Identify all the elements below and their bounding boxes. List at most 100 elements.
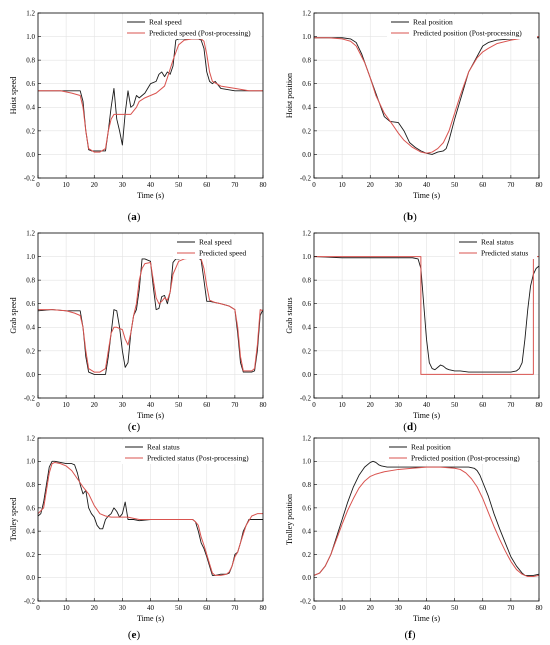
y-tick-label: -0.2 <box>300 394 312 402</box>
x-tick-label: 80 <box>260 604 268 612</box>
y-tick-label: 0.0 <box>26 574 35 582</box>
y-axis-label: Hoist position <box>285 73 294 118</box>
legend-label-predicted: Predicted speed <box>199 249 247 258</box>
x-tick-label: 60 <box>479 604 487 612</box>
x-tick-label: 30 <box>119 604 127 612</box>
x-tick-label: 40 <box>423 604 431 612</box>
y-tick-label: 0.4 <box>26 324 35 332</box>
x-tick-label: 20 <box>367 604 375 612</box>
y-tick-label: -0.2 <box>300 597 312 605</box>
x-tick-label: 0 <box>312 604 316 612</box>
panel-caption: (d) <box>403 421 417 433</box>
y-tick-label: 0.2 <box>302 347 311 355</box>
y-tick-label: 0.0 <box>26 151 35 159</box>
y-tick-label: 0.6 <box>26 80 35 88</box>
y-tick-label: 0.4 <box>302 324 311 332</box>
y-tick-label: 1.2 <box>26 434 35 442</box>
y-tick-label: 1.2 <box>26 9 35 17</box>
x-tick-label: 10 <box>63 604 71 612</box>
panel-caption: (f) <box>404 629 415 641</box>
y-axis-label: Grab status <box>285 297 294 333</box>
x-tick-label: 40 <box>147 604 155 612</box>
x-tick-label: 70 <box>507 604 515 612</box>
x-tick-label: 60 <box>479 181 487 189</box>
series-line-predicted <box>37 461 263 576</box>
legend-label-real: Real speed <box>149 18 182 27</box>
x-tick-label: 70 <box>507 401 515 409</box>
y-tick-label: 0.4 <box>26 528 35 536</box>
x-tick-label: 70 <box>231 604 239 612</box>
y-tick-label: -0.2 <box>24 597 36 605</box>
y-tick-label: 1.2 <box>26 229 35 237</box>
y-tick-label: 0.4 <box>26 104 35 112</box>
legend-label-predicted: Predicted position (Post-processing) <box>411 454 520 463</box>
y-tick-label: -0.2 <box>300 174 312 182</box>
legend-label-predicted: Predicted position (Post-processing) <box>413 29 522 38</box>
y-axis-label: Hoist speed <box>9 77 18 115</box>
series-line-predicted <box>38 257 264 373</box>
x-axis-label: Time (s) <box>413 614 440 623</box>
legend-label-predicted: Predicted status (Post-processing) <box>147 454 249 463</box>
y-tick-label: 1.0 <box>26 33 35 41</box>
x-tick-label: 80 <box>536 181 544 189</box>
y-tick-label: 0.6 <box>302 504 311 512</box>
y-tick-label: 1.2 <box>302 229 311 237</box>
y-tick-label: 1.0 <box>26 458 35 466</box>
x-tick-label: 10 <box>339 401 347 409</box>
x-tick-label: 30 <box>119 401 127 409</box>
x-axis-label: Time (s) <box>137 411 164 420</box>
y-tick-label: 1.2 <box>302 9 311 17</box>
series-line-real <box>314 37 539 155</box>
x-tick-label: 50 <box>451 401 459 409</box>
series-line-predicted <box>314 36 540 154</box>
panel-caption: (a) <box>128 211 141 223</box>
legend-box <box>387 15 537 39</box>
y-tick-label: 1.0 <box>302 33 311 41</box>
y-tick-label: 0.8 <box>302 277 311 285</box>
x-tick-label: 0 <box>312 181 316 189</box>
chart-panel-1: 0 10 20 30 40 50 60 70 80 -0.2 0.0 0.2 0.4 0.6 0.8 1.0 1… <box>9 9 267 223</box>
x-tick-label: 0 <box>36 181 40 189</box>
panel-caption: (e) <box>128 629 141 641</box>
y-tick-label: 0.2 <box>302 127 311 135</box>
chart-panel-5: 0 10 20 30 40 50 60 70 80 -0.2 0.0 0.2 0.4 0.6 0.8 1.0 1… <box>9 434 267 641</box>
y-tick-label: -0.2 <box>24 394 36 402</box>
legend-label-real: Real status <box>481 238 514 247</box>
legend-label-real: Real speed <box>199 238 232 247</box>
legend-label-predicted: Predicted speed (Post-processing) <box>149 29 251 38</box>
y-tick-label: 1.0 <box>302 253 311 261</box>
x-tick-label: 80 <box>260 401 268 409</box>
x-tick-label: 50 <box>451 604 459 612</box>
x-tick-label: 40 <box>423 401 431 409</box>
x-tick-label: 10 <box>63 401 71 409</box>
x-tick-label: 80 <box>536 604 544 612</box>
legend-box <box>173 235 261 259</box>
x-tick-label: 30 <box>395 181 403 189</box>
legend-box <box>385 440 537 464</box>
x-tick-label: 70 <box>507 181 515 189</box>
x-tick-label: 20 <box>367 181 375 189</box>
x-tick-label: 60 <box>203 604 211 612</box>
x-tick-label: 70 <box>231 401 239 409</box>
x-tick-label: 10 <box>63 181 71 189</box>
x-tick-label: 60 <box>203 401 211 409</box>
x-tick-label: 40 <box>147 181 155 189</box>
x-tick-label: 40 <box>147 401 155 409</box>
x-tick-label: 0 <box>312 401 316 409</box>
y-tick-label: 0.2 <box>26 127 35 135</box>
series-line-predicted <box>313 466 540 578</box>
chart-panel-2: 0 10 20 30 40 50 60 70 80 -0.2 0.0 0.2 0.4 0.6 0.8 1.0 1… <box>285 9 543 223</box>
x-axis-label: Time (s) <box>413 411 440 420</box>
legend-box <box>455 235 537 259</box>
x-tick-label: 70 <box>231 181 239 189</box>
chart-panel-6: 0 10 20 30 40 50 60 70 80 -0.2 0.0 0.2 0.4 0.6 0.8 1.0 1… <box>285 434 543 641</box>
y-tick-label: 0.2 <box>302 551 311 559</box>
x-axis-label: Time (s) <box>137 191 164 200</box>
x-tick-label: 50 <box>175 181 183 189</box>
x-tick-label: 20 <box>367 401 375 409</box>
series-line-predicted <box>38 38 263 153</box>
legend-box <box>123 15 261 39</box>
x-axis-label: Time (s) <box>413 191 440 200</box>
y-tick-label: 0.4 <box>302 104 311 112</box>
